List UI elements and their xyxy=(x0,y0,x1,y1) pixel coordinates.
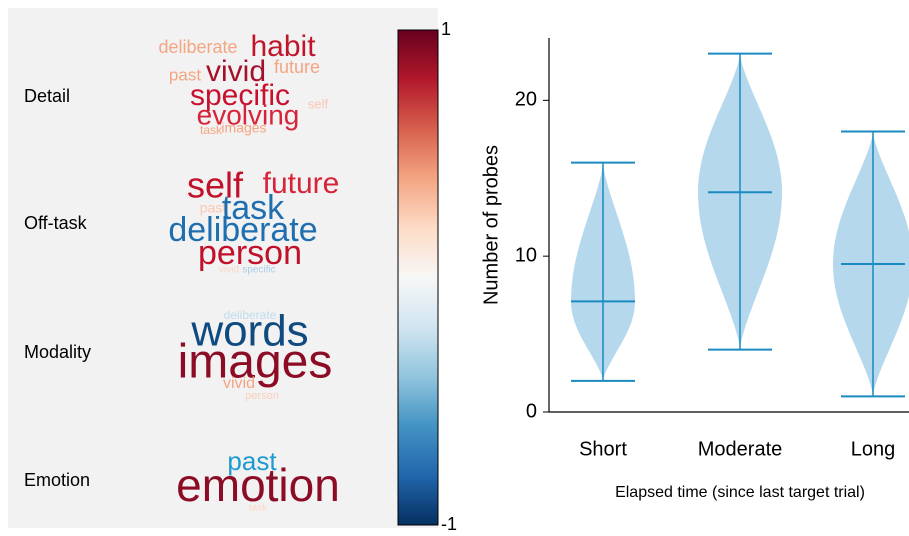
y-tick-label: 0 xyxy=(526,400,537,422)
cloud-word: person xyxy=(198,234,302,272)
cloud-word: deliberate xyxy=(224,308,277,322)
row-label: Detail xyxy=(24,86,70,106)
cloud-word: self xyxy=(187,165,244,206)
word-cloud-panel xyxy=(8,8,438,528)
colorbar-tick-label: -1 xyxy=(441,514,457,534)
cloud-word: deliberate xyxy=(158,37,237,57)
cloud-word: emotion xyxy=(176,459,340,511)
cloud-word: vivid xyxy=(219,265,239,276)
cloud-word: past xyxy=(200,200,227,216)
cloud-word: images xyxy=(178,336,333,389)
cloud-word: evolving xyxy=(197,99,300,130)
x-axis-label: Elapsed time (since last target trial) xyxy=(615,484,865,501)
cloud-word: task xyxy=(249,503,268,514)
y-tick-label: 10 xyxy=(515,244,537,266)
x-tick-label: Moderate xyxy=(698,438,783,460)
cloud-word: vivid xyxy=(223,375,255,392)
cloud-word: words xyxy=(190,307,308,356)
row-label: Off-task xyxy=(24,213,88,233)
cloud-word: future xyxy=(263,167,340,200)
cloud-word: specific xyxy=(242,265,275,276)
x-tick-label: Short xyxy=(579,438,627,460)
colorbar-tick-label: 1 xyxy=(441,19,451,39)
cloud-word: person xyxy=(245,390,279,402)
x-tick-label: Long xyxy=(851,438,896,460)
cloud-word: specific xyxy=(190,79,290,112)
cloud-word: future xyxy=(274,57,320,77)
colorbar xyxy=(397,29,439,526)
cloud-word: images xyxy=(221,120,266,136)
row-label: Modality xyxy=(24,342,91,362)
cloud-word: habit xyxy=(250,30,316,63)
cloud-word: past xyxy=(227,446,277,476)
cloud-word: task xyxy=(222,189,285,227)
y-axis-label: Number of probes xyxy=(480,145,502,305)
cloud-word: past xyxy=(169,65,201,84)
cloud-word: self xyxy=(308,96,329,111)
row-label: Emotion xyxy=(24,470,90,490)
cloud-word: deliberate xyxy=(168,211,317,249)
cloud-word: vivid xyxy=(206,55,266,88)
cloud-word: task xyxy=(200,123,223,137)
y-tick-label: 20 xyxy=(515,89,537,111)
